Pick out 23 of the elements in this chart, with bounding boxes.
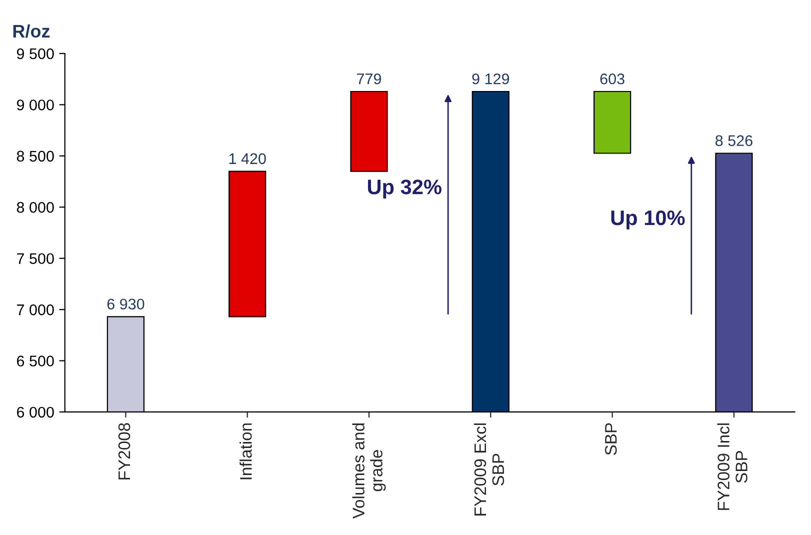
y-tick-label: 7 000	[17, 304, 54, 316]
data-label: 9 129	[472, 73, 510, 84]
y-tick-label: 8 000	[16, 202, 54, 213]
data-label: 8 526	[716, 135, 752, 146]
y-tick-label: 8 500	[16, 150, 54, 162]
x-tick-label: FY2009 Incl SBP	[717, 423, 748, 510]
data-label: 6 930	[107, 298, 144, 310]
x-tick-label: Volumes and grade	[352, 423, 386, 519]
x-tick-label: FY2008	[118, 423, 130, 480]
y-tick-label: 6 500	[17, 356, 54, 366]
annotation: Up 32%	[368, 180, 442, 198]
annotation: Up 10%	[611, 210, 685, 230]
data-label: 779	[357, 73, 382, 84]
y-axis-title: R/oz	[13, 24, 50, 38]
y-tick-label: 6 000	[17, 406, 54, 418]
data-label: 1 420	[229, 153, 266, 164]
x-tick-label: Inflation	[240, 423, 252, 480]
y-tick-label: 7 500	[17, 253, 54, 264]
x-tick-label: SBP	[604, 423, 617, 455]
data-label: 603	[600, 73, 624, 84]
y-tick-label: 9 000	[16, 100, 54, 110]
x-tick-label: FY2009 Excl SBP	[474, 423, 504, 516]
y-tick-label: 9 500	[16, 48, 54, 60]
